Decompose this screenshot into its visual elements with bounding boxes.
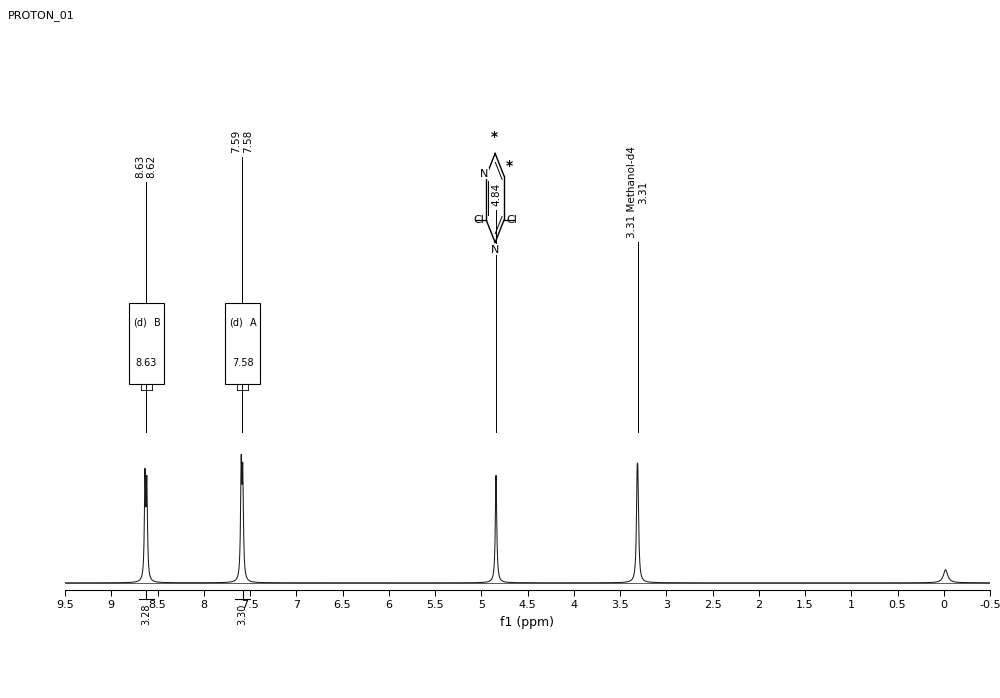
Text: *: * bbox=[505, 158, 513, 172]
Text: Cl: Cl bbox=[506, 215, 517, 225]
Text: 8.63: 8.63 bbox=[136, 358, 157, 368]
Text: 4.84: 4.84 bbox=[491, 183, 501, 206]
Text: N: N bbox=[491, 245, 499, 255]
FancyBboxPatch shape bbox=[129, 303, 164, 384]
Text: B: B bbox=[154, 318, 161, 327]
Text: (d): (d) bbox=[229, 318, 243, 327]
Text: *: * bbox=[491, 131, 498, 144]
Text: 3.30: 3.30 bbox=[238, 604, 248, 625]
Text: 3.28: 3.28 bbox=[141, 604, 151, 625]
Text: 3.31 Methanol-d4
3.31: 3.31 Methanol-d4 3.31 bbox=[627, 147, 648, 239]
Text: PROTON_01: PROTON_01 bbox=[8, 10, 75, 22]
Text: A: A bbox=[250, 318, 257, 327]
Text: 7.59
7.58: 7.59 7.58 bbox=[231, 130, 253, 154]
Text: 8.63
8.62: 8.63 8.62 bbox=[135, 154, 157, 178]
Text: (d): (d) bbox=[133, 318, 147, 327]
FancyBboxPatch shape bbox=[225, 303, 260, 384]
X-axis label: f1 (ppm): f1 (ppm) bbox=[501, 616, 554, 629]
Text: Cl: Cl bbox=[473, 215, 484, 225]
Text: 7.58: 7.58 bbox=[232, 358, 253, 368]
Text: N: N bbox=[480, 169, 488, 179]
